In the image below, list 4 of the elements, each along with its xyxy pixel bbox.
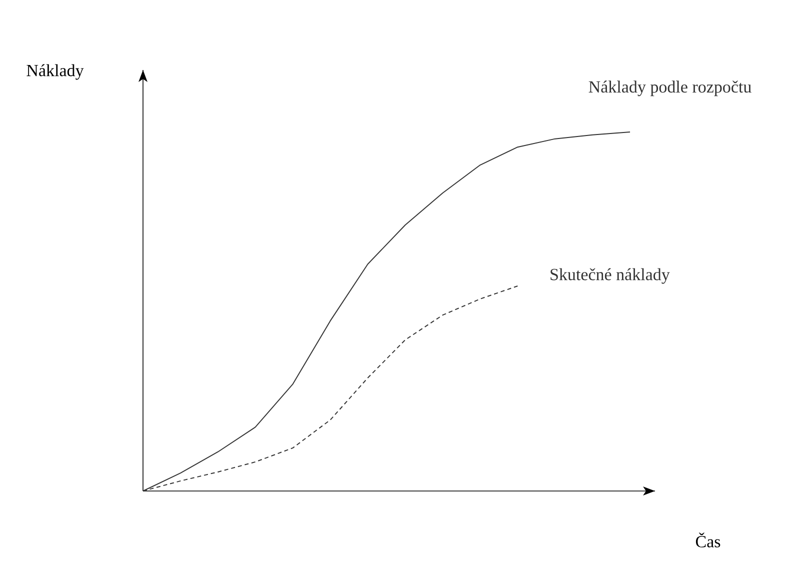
series-label: Skutečné náklady xyxy=(550,268,670,284)
text: Náklady podle rozpočtu xyxy=(588,80,752,96)
y-axis-title: Náklady xyxy=(26,64,84,80)
x-axis-title: Čas xyxy=(696,532,720,548)
